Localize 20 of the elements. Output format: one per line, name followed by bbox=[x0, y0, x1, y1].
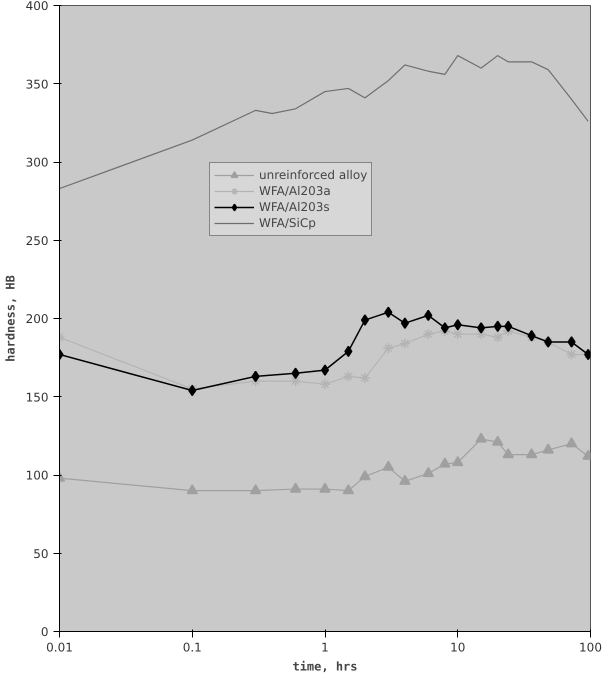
y-tick-label: 300 bbox=[26, 156, 48, 170]
y-tick-label: 200 bbox=[26, 312, 48, 326]
y-tick-label: 50 bbox=[33, 546, 49, 561]
legend-label: WFA/Al203a bbox=[259, 183, 331, 199]
y-tick-label: 100 bbox=[26, 468, 48, 482]
x-tick-label: 0.01 bbox=[46, 640, 73, 654]
x-tick-label: 100 bbox=[579, 640, 602, 654]
y-tick-label: 150 bbox=[26, 390, 48, 404]
x-axis-title: time, hrs bbox=[292, 660, 358, 674]
y-tick-label: 250 bbox=[26, 234, 48, 248]
legend-label: WFA/Al203s bbox=[259, 199, 330, 215]
x-tick-label: 0.1 bbox=[182, 640, 202, 654]
legend-label: unreinforced alloy bbox=[259, 167, 368, 183]
y-tick-label: 400 bbox=[26, 0, 48, 13]
y-tick-label: 350 bbox=[26, 77, 48, 92]
y-tick-label: 0 bbox=[40, 625, 49, 639]
legend-label: WFA/SiCp bbox=[259, 215, 316, 231]
y-axis-title: hardness, HB bbox=[4, 275, 18, 362]
x-tick-label: 1 bbox=[321, 640, 329, 654]
x-tick-label: 10 bbox=[450, 640, 466, 654]
